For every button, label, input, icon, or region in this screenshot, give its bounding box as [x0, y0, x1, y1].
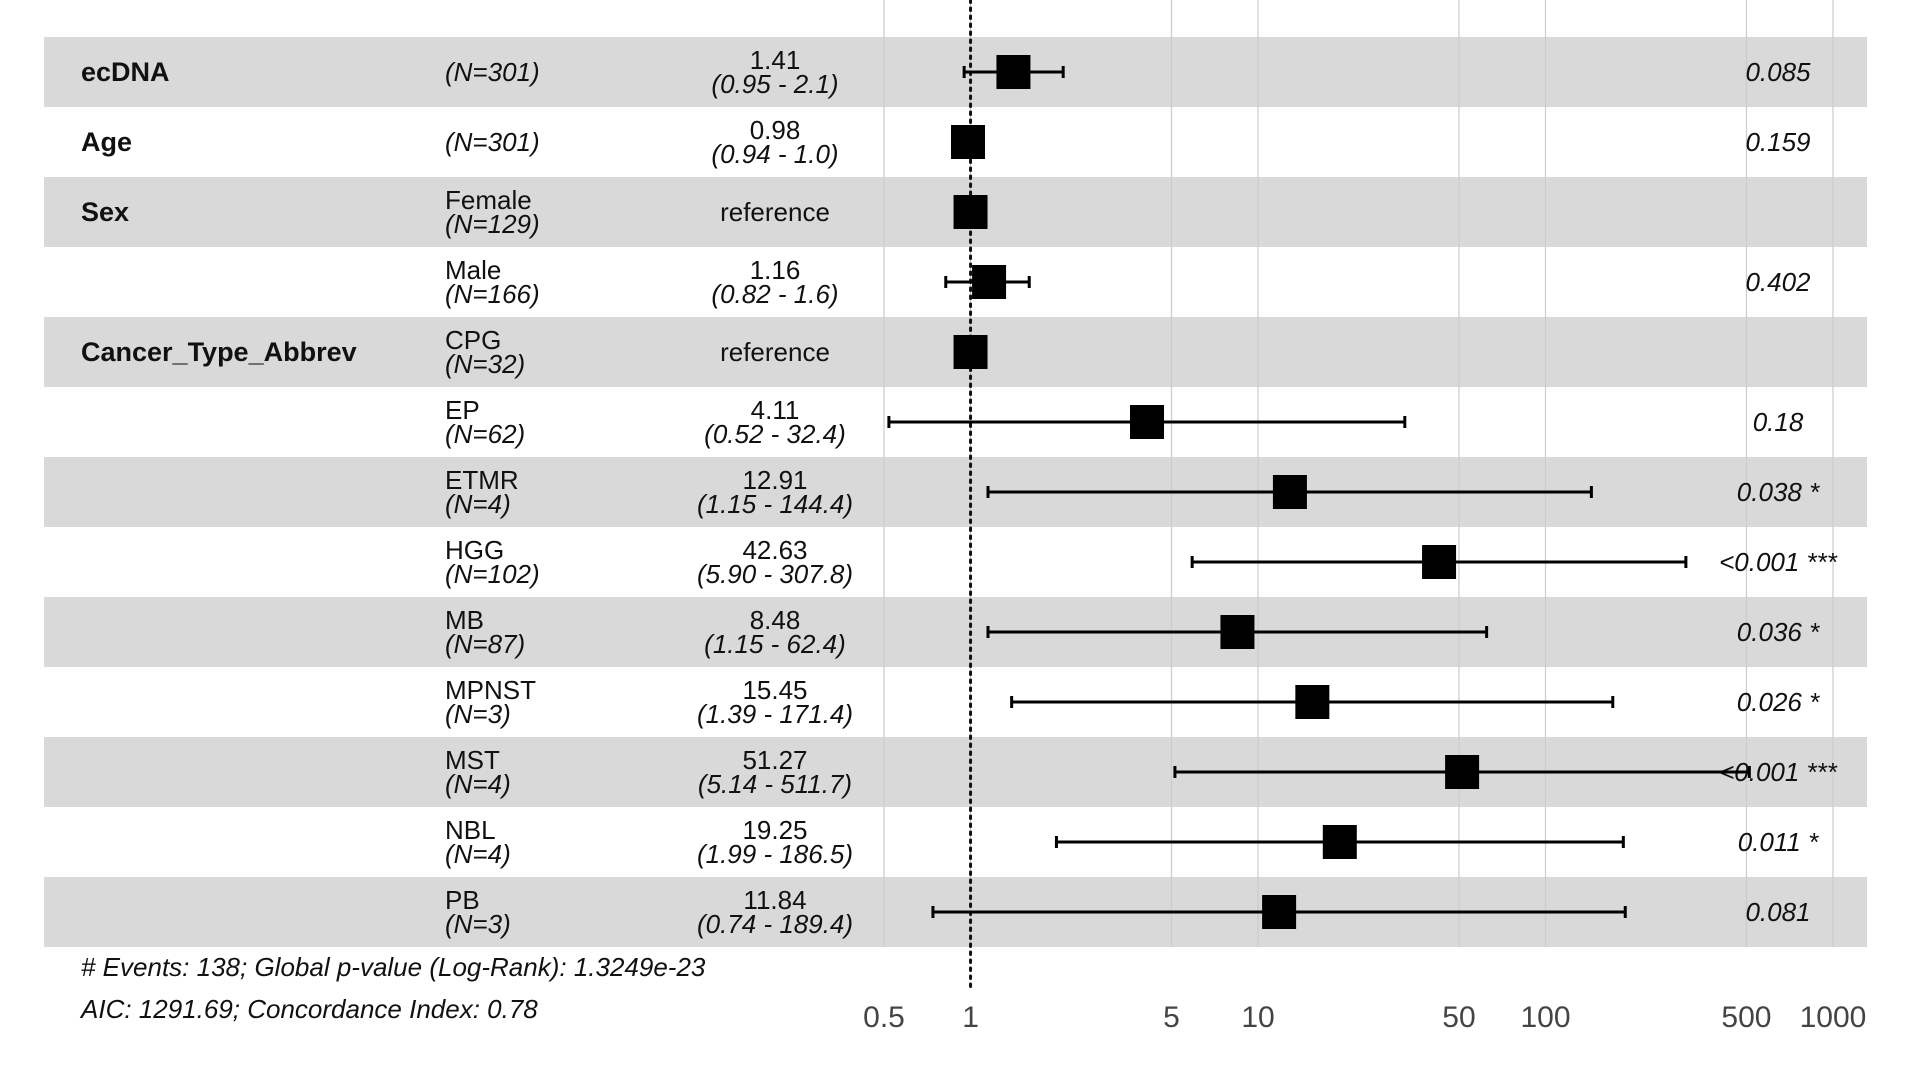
estimate-label: 0.98	[750, 115, 801, 145]
row-band	[44, 37, 1867, 107]
p-value: 0.402	[1745, 267, 1811, 297]
x-tick-label: 1000	[1800, 1001, 1867, 1034]
ci-label: (0.74 - 189.4)	[697, 909, 853, 939]
ci-label: (0.52 - 32.4)	[704, 419, 846, 449]
n-label: (N=301)	[445, 57, 540, 87]
estimate-label: 4.11	[751, 395, 800, 425]
estimate-label: reference	[720, 337, 830, 367]
p-value: 0.081	[1745, 897, 1810, 927]
hr-square	[972, 265, 1007, 299]
level-label: MST	[445, 745, 500, 775]
level-label: HGG	[445, 535, 504, 565]
estimate-label: 12.91	[742, 465, 807, 495]
n-label: (N=3)	[445, 699, 511, 729]
ci-label: (1.15 - 62.4)	[704, 629, 846, 659]
x-tick-label: 500	[1721, 1001, 1771, 1034]
ci-label: (0.94 - 1.0)	[711, 139, 838, 169]
hr-square	[1295, 685, 1330, 719]
x-tick-label: 1	[962, 1001, 979, 1034]
n-label: (N=166)	[445, 279, 540, 309]
variable-label: Cancer_Type_Abbrev	[81, 337, 357, 367]
n-label: (N=4)	[445, 839, 511, 869]
estimate-label: 15.45	[742, 675, 807, 705]
estimate-label: 19.25	[742, 815, 807, 845]
ci-label: (5.14 - 511.7)	[698, 769, 852, 799]
level-label: MPNST	[445, 675, 536, 705]
footer-events: # Events: 138; Global p-value (Log-Rank)…	[81, 952, 706, 982]
x-tick-label: 100	[1520, 1001, 1570, 1034]
p-value: 0.18	[1753, 407, 1804, 437]
ci-label: (1.99 - 186.5)	[697, 839, 853, 869]
estimate-label: 1.41	[750, 45, 801, 75]
row-band	[44, 457, 1867, 527]
variable-label: Sex	[81, 197, 129, 227]
estimate-label: 51.27	[742, 745, 807, 775]
level-label: NBL	[445, 815, 496, 845]
p-value: 0.085	[1745, 57, 1811, 87]
estimate-label: 42.63	[742, 535, 807, 565]
level-label: Male	[445, 255, 501, 285]
level-label: EP	[445, 395, 480, 425]
n-label: (N=3)	[445, 909, 511, 939]
hr-square	[951, 125, 986, 159]
footer-aic: AIC: 1291.69; Concordance Index: 0.78	[81, 994, 538, 1024]
estimate-label: 8.48	[750, 605, 801, 635]
n-label: (N=32)	[445, 349, 525, 379]
level-label: ETMR	[445, 465, 519, 495]
n-label: (N=62)	[445, 419, 525, 449]
p-value: <0.001 ***	[1719, 547, 1838, 577]
hr-square	[953, 195, 988, 229]
x-tick-label: 50	[1442, 1001, 1475, 1034]
level-label: MB	[445, 605, 484, 635]
p-value: 0.159	[1745, 127, 1810, 157]
p-value: 0.011 *	[1738, 827, 1819, 857]
hr-square	[1262, 895, 1297, 929]
hr-square	[1422, 545, 1457, 579]
row-band	[44, 597, 1867, 667]
x-tick-label: 0.5	[863, 1001, 905, 1034]
p-value: 0.038 *	[1737, 477, 1820, 507]
n-label: (N=4)	[445, 489, 511, 519]
estimate-label: 11.84	[743, 885, 806, 915]
ci-label: (1.15 - 144.4)	[697, 489, 853, 519]
hr-square	[1322, 825, 1357, 859]
hr-square	[1130, 405, 1165, 439]
n-label: (N=4)	[445, 769, 511, 799]
ci-label: (0.95 - 2.1)	[711, 69, 838, 99]
p-value: 0.036 *	[1737, 617, 1820, 647]
ci-label: (0.82 - 1.6)	[711, 279, 838, 309]
level-label: Female	[445, 185, 532, 215]
hr-square	[1272, 475, 1307, 509]
p-value: 0.026 *	[1737, 687, 1820, 717]
variable-label: ecDNA	[81, 57, 170, 87]
level-label: CPG	[445, 325, 501, 355]
hr-square	[1220, 615, 1255, 649]
level-label: PB	[445, 885, 480, 915]
variable-label: Age	[81, 127, 132, 157]
x-tick-label: 10	[1241, 1001, 1274, 1034]
n-label: (N=301)	[445, 127, 540, 157]
estimate-label: 1.16	[750, 255, 801, 285]
n-label: (N=102)	[445, 559, 540, 589]
estimate-label: reference	[720, 197, 830, 227]
n-label: (N=87)	[445, 629, 525, 659]
x-tick-label: 5	[1163, 1001, 1180, 1034]
ci-label: (1.39 - 171.4)	[697, 699, 853, 729]
n-label: (N=129)	[445, 209, 540, 239]
ci-label: (5.90 - 307.8)	[697, 559, 853, 589]
hr-square	[996, 55, 1031, 89]
hr-square	[953, 335, 988, 369]
hr-square	[1445, 755, 1480, 789]
